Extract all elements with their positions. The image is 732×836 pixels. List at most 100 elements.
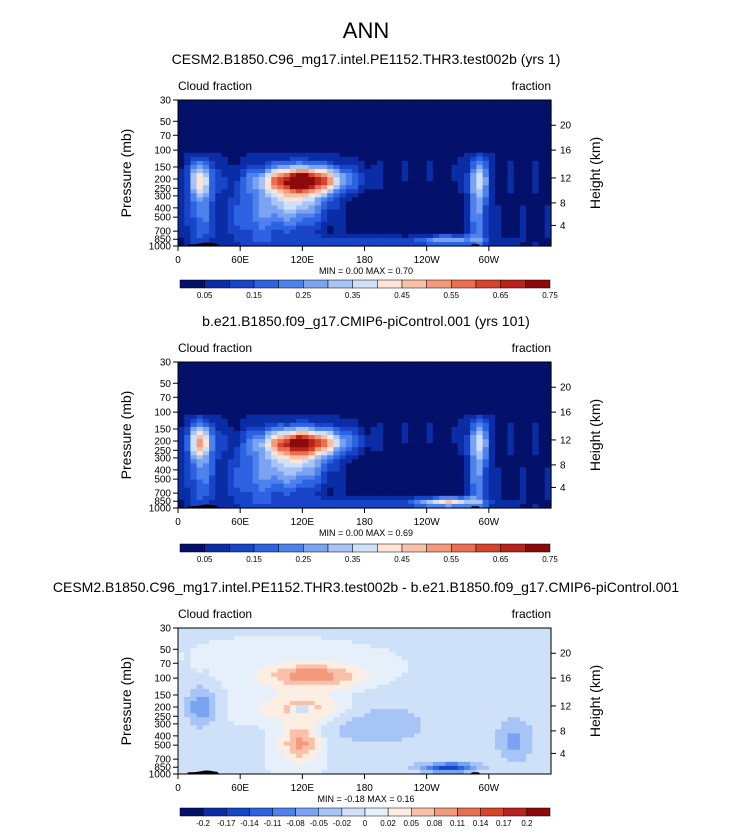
heatmap-cell bbox=[414, 378, 422, 383]
colorbar-label: 0.15 bbox=[246, 555, 262, 564]
heatmap-cell bbox=[364, 410, 372, 416]
heatmap-cell bbox=[178, 628, 185, 633]
heatmap-cell bbox=[227, 181, 235, 186]
heatmap-cell bbox=[364, 435, 372, 440]
heatmap-cell bbox=[414, 217, 422, 223]
heatmap-cell bbox=[538, 124, 546, 129]
heatmap-cell bbox=[221, 241, 229, 247]
heatmap-cell bbox=[227, 487, 235, 493]
heatmap-cell bbox=[296, 189, 303, 194]
heatmap-cell bbox=[296, 136, 303, 142]
heatmap-cell bbox=[246, 455, 254, 460]
heatmap-cell bbox=[457, 173, 465, 178]
heatmap-cell bbox=[227, 692, 235, 698]
heatmap-cell bbox=[327, 483, 335, 489]
heatmap-cell bbox=[265, 426, 272, 432]
heatmap-cell bbox=[227, 725, 235, 730]
heatmap-cell bbox=[333, 439, 341, 444]
heatmap-cell bbox=[457, 443, 465, 448]
heatmap-cell bbox=[258, 652, 266, 657]
heatmap-cell bbox=[271, 152, 279, 158]
heatmap-cell bbox=[395, 487, 403, 493]
heatmap-cell bbox=[178, 733, 185, 739]
heatmap-cell bbox=[289, 495, 297, 501]
heatmap-cell bbox=[408, 189, 415, 194]
heatmap-cell bbox=[209, 100, 216, 105]
heatmap-cell bbox=[408, 160, 415, 166]
heatmap-cell bbox=[532, 205, 540, 211]
heatmap-cell bbox=[432, 463, 440, 469]
heatmap-cell bbox=[495, 233, 502, 239]
heatmap-cell bbox=[358, 402, 366, 408]
heatmap-cell bbox=[327, 197, 335, 202]
heatmap-cell bbox=[376, 229, 384, 235]
panel-title: CESM2.B1850.C96_mg17.intel.PE1152.THR3.t… bbox=[172, 51, 561, 67]
heatmap-cell bbox=[451, 426, 459, 432]
heatmap-cell bbox=[432, 418, 440, 424]
heatmap-cell bbox=[215, 386, 223, 391]
heatmap-cell bbox=[445, 164, 453, 170]
heatmap-cell bbox=[376, 406, 384, 412]
heatmap-cell bbox=[221, 108, 229, 113]
heatmap-cell bbox=[202, 213, 210, 219]
heatmap-cell bbox=[439, 491, 446, 497]
heatmap-cell bbox=[277, 370, 285, 375]
heatmap-cell bbox=[395, 104, 403, 109]
heatmap-cell bbox=[519, 201, 527, 207]
heatmap-cell bbox=[215, 209, 223, 215]
heatmap-cell bbox=[215, 692, 223, 698]
heatmap-cell bbox=[538, 503, 546, 509]
heatmap-cell bbox=[358, 499, 366, 505]
heatmap-cell bbox=[439, 229, 446, 235]
heatmap-cell bbox=[408, 495, 415, 501]
heatmap-cell bbox=[476, 390, 484, 396]
heatmap-cell bbox=[401, 491, 409, 497]
heatmap-cell bbox=[445, 439, 453, 444]
heatmap-cell bbox=[333, 136, 341, 142]
heatmap-cell bbox=[333, 402, 341, 408]
heatmap-cell bbox=[364, 406, 372, 412]
heatmap-cell bbox=[495, 443, 502, 448]
heatmap-cell bbox=[501, 177, 509, 182]
heatmap-cell bbox=[451, 479, 459, 485]
heatmap-cell bbox=[358, 374, 366, 379]
heatmap-cell bbox=[271, 418, 279, 424]
heatmap-cell bbox=[258, 100, 266, 105]
heatmap-cell bbox=[302, 479, 310, 485]
heatmap-cell bbox=[258, 459, 266, 464]
heatmap-cell bbox=[532, 418, 540, 424]
heatmap-cell bbox=[352, 447, 359, 452]
heatmap-cell bbox=[333, 177, 341, 182]
heatmap-cell bbox=[507, 487, 515, 493]
heatmap-cell bbox=[358, 136, 366, 142]
heatmap-cell bbox=[501, 503, 509, 509]
heatmap-cell bbox=[302, 394, 310, 400]
heatmap-cell bbox=[320, 177, 328, 182]
heatmap-cell bbox=[476, 487, 484, 493]
heatmap-cell bbox=[488, 205, 496, 211]
heatmap-cell bbox=[271, 160, 279, 166]
heatmap-cell bbox=[258, 721, 266, 726]
heatmap-cell bbox=[252, 362, 260, 367]
heatmap-cell bbox=[209, 709, 216, 714]
heatmap-cell bbox=[544, 225, 552, 231]
heatmap-cell bbox=[233, 374, 241, 379]
heatmap-cell bbox=[439, 422, 446, 428]
heatmap-cell bbox=[314, 132, 322, 138]
heatmap-cell bbox=[277, 144, 285, 150]
heatmap-cell bbox=[178, 410, 185, 416]
heatmap-cell bbox=[463, 237, 471, 243]
heatmap-cell bbox=[333, 217, 341, 223]
heatmap-cell bbox=[439, 108, 446, 113]
heatmap-cell bbox=[227, 640, 235, 645]
heatmap-cell bbox=[345, 366, 353, 371]
heatmap-cell bbox=[463, 402, 471, 408]
heatmap-cell bbox=[395, 225, 403, 231]
heatmap-cell bbox=[221, 168, 229, 174]
heatmap-cell bbox=[532, 398, 540, 404]
heatmap-cell bbox=[184, 495, 192, 501]
heatmap-cell bbox=[202, 668, 210, 674]
heatmap-cell bbox=[389, 136, 397, 142]
heatmap-cell bbox=[190, 737, 198, 743]
heatmap-cell bbox=[383, 144, 390, 150]
